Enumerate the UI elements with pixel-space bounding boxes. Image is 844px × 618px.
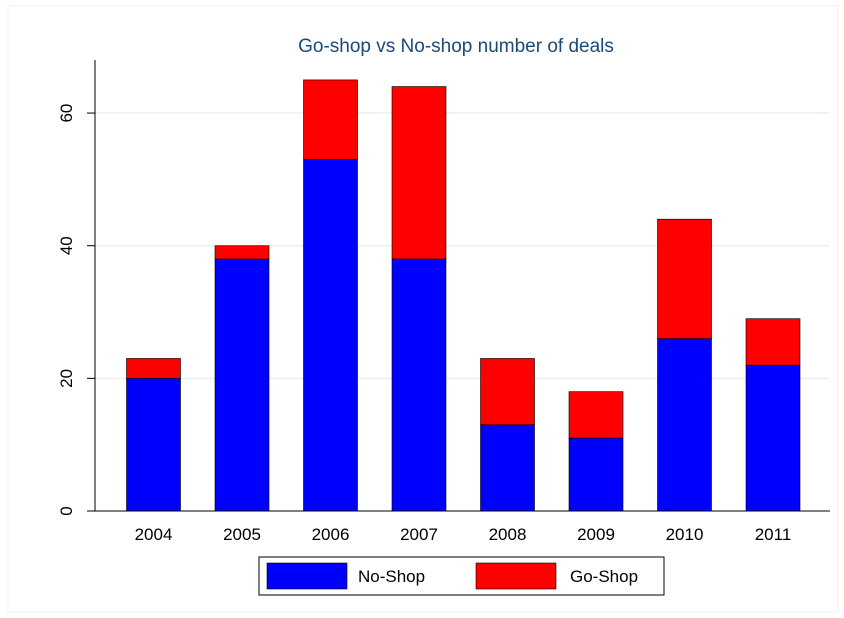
bars [126, 79, 801, 512]
bar-go-shop-2009 [568, 391, 624, 439]
bar-no-shop-2004 [126, 378, 181, 512]
bar-no-shop-2006 [303, 159, 358, 512]
bar-go-shop-2006 [303, 79, 358, 160]
x-tick-label-2008: 2008 [489, 525, 527, 544]
legend-swatch-no-shop [266, 562, 348, 590]
y-tick-label-0: 0 [57, 506, 76, 515]
y-tick-label-20: 20 [57, 369, 76, 388]
bar-no-shop-2009 [568, 437, 624, 512]
y-tick-label-40: 40 [57, 236, 76, 255]
axes: 0 20 40 60 2004 2005 2006 2007 2008 2009 2010 2011 [57, 60, 830, 544]
bar-no-shop-2010 [657, 338, 712, 512]
bar-go-shop-2005 [214, 245, 270, 260]
bar-no-shop-2005 [214, 258, 270, 512]
x-tick-label-2006: 2006 [312, 525, 350, 544]
x-tick-label-2004: 2004 [135, 525, 173, 544]
bar-no-shop-2008 [480, 424, 535, 512]
bar-no-shop-2011 [745, 364, 801, 512]
bar-go-shop-2010 [657, 218, 712, 339]
x-tick-label-2010: 2010 [666, 525, 704, 544]
y-tick-label-60: 60 [57, 104, 76, 123]
plot-frame [7, 5, 839, 613]
legend: No-Shop Go-Shop [258, 556, 665, 596]
bar-go-shop-2004 [126, 358, 181, 379]
x-tick-label-2009: 2009 [577, 525, 615, 544]
chart-title: Go-shop vs No-shop number of deals [298, 36, 614, 57]
x-tick-label-2005: 2005 [223, 525, 261, 544]
x-tick-label-2011: 2011 [755, 525, 792, 544]
bar-go-shop-2008 [480, 358, 535, 426]
legend-label-go-shop: Go-Shop [570, 567, 638, 586]
legend-label-no-shop: No-Shop [358, 567, 425, 586]
legend-swatch-go-shop [475, 562, 557, 590]
bar-go-shop-2007 [391, 86, 447, 260]
bar-go-shop-2011 [745, 318, 801, 366]
bar-no-shop-2007 [391, 258, 447, 512]
x-tick-label-2007: 2007 [400, 525, 438, 544]
